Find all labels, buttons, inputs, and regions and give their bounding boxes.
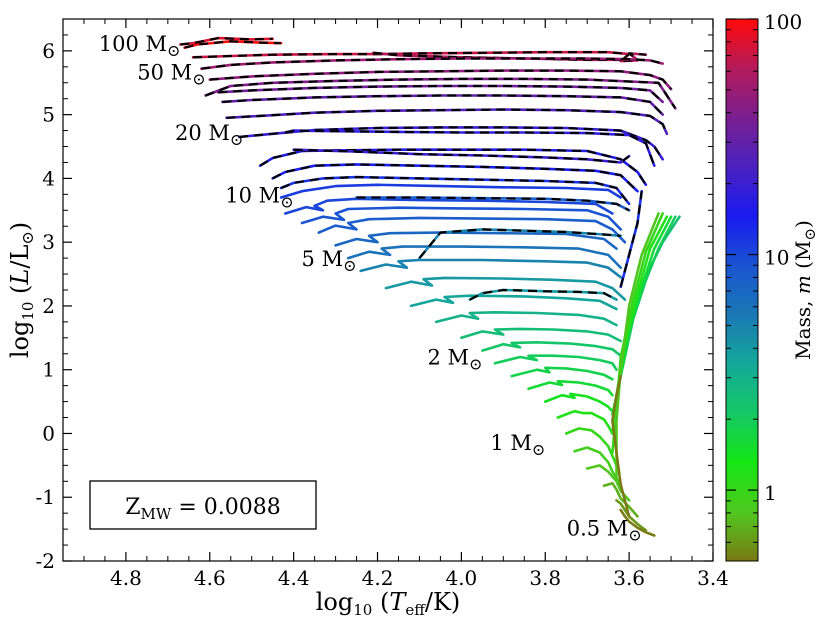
track-32 (564, 427, 618, 467)
track-dashed-12 (259, 148, 647, 186)
track-dashed-8 (222, 94, 664, 116)
x-tick-label: 4.0 (445, 566, 477, 590)
track-43 (615, 212, 660, 480)
track-dashed-13 (272, 163, 639, 192)
track-23 (409, 294, 618, 311)
track-26 (481, 340, 623, 358)
track-18 (317, 216, 627, 244)
track-dashed-6 (205, 77, 677, 109)
y-tick-label: -2 (36, 549, 55, 573)
track-dashed-2 (192, 51, 638, 63)
mass-label-7: 0.5 M⊙ (567, 517, 642, 545)
metallicity-box: ZMW = 0.0088 (89, 480, 317, 530)
track-dashed-46 (356, 196, 630, 212)
mass-label-5: 2 M⊙ (427, 346, 482, 374)
mass-label-4: 5 M⊙ (302, 247, 357, 275)
mass-label-2: 20 M⊙ (175, 121, 243, 149)
track-dashed-4 (201, 57, 663, 70)
x-axis-ticks: 4.8 4.6 4.4 4.2 4.0 3.8 3.6 3.4 (83, 19, 729, 590)
track-21 (359, 258, 623, 279)
track-dashed-14 (280, 176, 630, 205)
mass-label-0: 100 M⊙ (99, 32, 181, 60)
y-tick-label: 4 (42, 166, 55, 190)
track-dashed-11 (285, 129, 656, 167)
x-axis-label: log10 (Teff/K) (316, 588, 461, 619)
x-tick-label: 4.4 (278, 566, 310, 590)
track-29 (527, 379, 614, 397)
x-tick-label: 3.8 (529, 566, 561, 590)
colorbar-ticks: 1 10 100 (726, 10, 802, 543)
track-17 (300, 206, 623, 231)
x-tick-label: 4.2 (362, 566, 394, 590)
y-tick-label: 1 (42, 358, 55, 382)
track-28 (510, 366, 614, 381)
track-dashed-45 (293, 148, 630, 164)
x-tick-label: 3.6 (613, 566, 645, 590)
track-33 (573, 446, 623, 486)
track-35 (602, 481, 639, 518)
track-dashed-0 (184, 40, 282, 49)
metallicity-box-text: ZMW = 0.0088 (125, 495, 280, 523)
colorbar-label: Mass, m (M⊙) (791, 220, 819, 360)
track-dashed-5 (209, 69, 672, 90)
track-dashed-49 (619, 191, 643, 288)
track-37 (619, 508, 656, 537)
colorbar (725, 18, 759, 562)
track-19 (334, 231, 618, 250)
x-tick-label: 4.6 (194, 566, 226, 590)
track-25 (460, 327, 623, 343)
y-axis-ticks: -2 -1 0 1 2 3 4 5 6 (36, 34, 713, 573)
x-tick-label: 4.8 (110, 566, 142, 590)
y-tick-label: 6 (42, 39, 55, 63)
track-dashed-7 (218, 84, 664, 103)
track-16 (283, 197, 614, 215)
track-dashed-9 (226, 108, 668, 135)
tracks-group (179, 36, 681, 537)
track-dashed-1 (180, 36, 273, 46)
y-axis-label: log10 (L/L⊙) (6, 222, 37, 358)
y-tick-label: 5 (42, 103, 55, 127)
colorbar-tick-label: 100 (764, 10, 802, 34)
colorbar-tick-label: 1 (764, 481, 777, 505)
mass-label-1: 50 M⊙ (137, 61, 205, 89)
mass-label-6: 1 M⊙ (490, 431, 545, 459)
y-tick-label: 2 (42, 294, 55, 318)
track-20 (346, 245, 623, 270)
track-dashed-48 (469, 288, 618, 301)
mass-labels-group: 100 M⊙50 M⊙ 20 M⊙ 10 M⊙ 5 M⊙ 2 M⊙ 1 M⊙ 0.5 M⊙ (99, 32, 642, 545)
track-27 (493, 354, 618, 372)
track-31 (556, 409, 614, 435)
y-tick-label: 3 (42, 230, 55, 254)
track-6 (204, 77, 677, 110)
track-15 (279, 183, 623, 199)
y-tick-label: -1 (36, 485, 55, 509)
y-tick-label: 0 (42, 421, 55, 445)
metallicity-box-frame (89, 480, 317, 530)
x-tick-label: 3.4 (697, 566, 729, 590)
track-22 (384, 276, 627, 301)
track-40 (611, 215, 673, 416)
track-24 (434, 310, 618, 327)
mass-label-3: 10 M⊙ (225, 184, 293, 212)
track-30 (543, 392, 614, 413)
colorbar-tick-label: 10 (764, 246, 789, 270)
track-44 (611, 374, 631, 518)
track-dashed-47 (418, 228, 621, 259)
